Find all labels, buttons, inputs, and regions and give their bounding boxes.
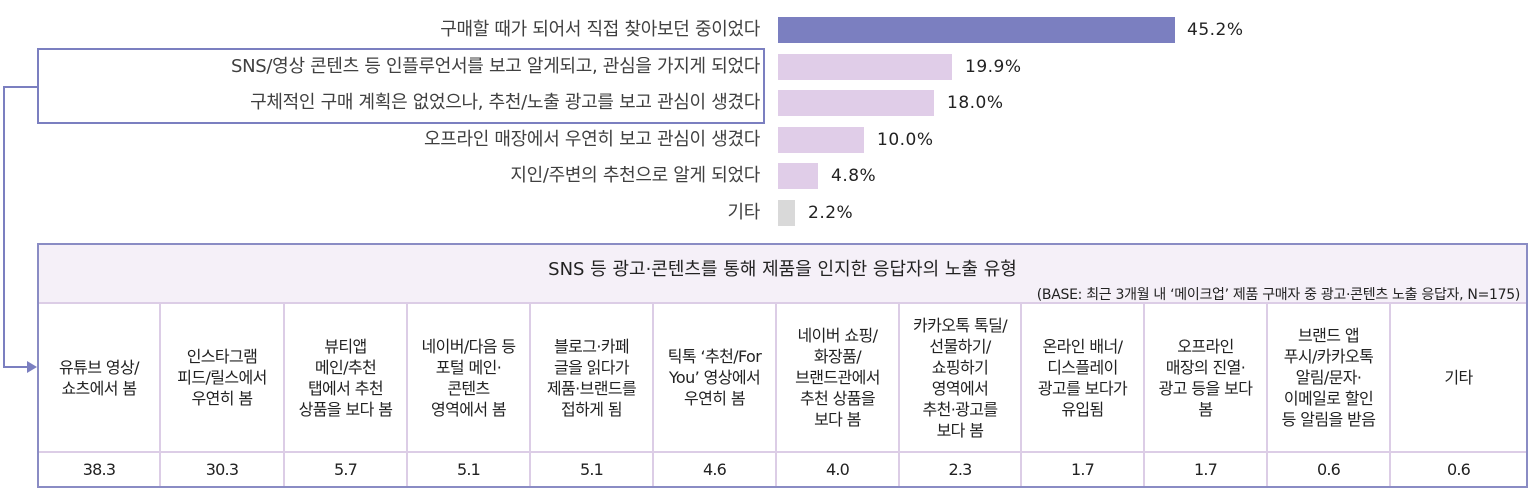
column-value: 0.6 — [1268, 451, 1389, 486]
bar-label: 구체적인 구매 계획은 없었으나, 추천/노출 광고를 보고 관심이 생겼다 — [250, 92, 760, 113]
column-value: 4.0 — [777, 451, 898, 486]
bar — [778, 54, 952, 80]
column-value: 1.7 — [1022, 451, 1143, 486]
table-column: 카카오톡 톡딜/ 선물하기/ 쇼핑하기 영역에서 추천·광고를 보다 봄 2.3 — [900, 304, 1022, 486]
bar — [778, 200, 795, 226]
column-value: 5.1 — [408, 451, 529, 486]
table-column: 틱톡 ‘추천/For You’ 영상에서 우연히 봄 4.6 — [654, 304, 777, 486]
column-label: 틱톡 ‘추천/For You’ 영상에서 우연히 봄 — [667, 347, 762, 408]
bar-row: 지인/주변의 추천으로 알게 되었다 4.8% — [0, 163, 1530, 189]
column-value: 5.1 — [531, 451, 652, 486]
bar-row: 오프라인 매장에서 우연히 보고 관심이 생겼다 10.0% — [0, 127, 1530, 153]
column-label: 네이버/다음 등 포털 메인· 콘텐츠 영역에서 봄 — [421, 336, 517, 419]
exposure-type-table: SNS 등 광고·콘텐츠를 통해 제품을 인지한 응답자의 노출 유형 (BAS… — [37, 243, 1528, 488]
bar-value: 19.9% — [965, 57, 1022, 77]
column-label: 온라인 배너/ 디스플레이 광고를 보다가 유입됨 — [1037, 336, 1128, 419]
bar-label: 기타 — [727, 202, 760, 223]
highlight-box — [37, 48, 765, 124]
bar-label: 지인/주변의 추천으로 알게 되었다 — [510, 165, 760, 186]
bar — [778, 163, 818, 189]
table-columns: 유튜브 영상/ 쇼츠에서 봄 38.3 인스타그램 피드/릴스에서 우연히 봄 … — [39, 304, 1526, 486]
table-column: 브랜드 앱 푸시/카카오톡 알림/문자· 이메일로 할인 등 알림을 받음 0.… — [1268, 304, 1391, 486]
bar — [778, 17, 1175, 43]
bar-value: 2.2% — [808, 203, 854, 223]
bar — [778, 127, 864, 153]
column-value: 38.3 — [39, 451, 159, 486]
table-column: 네이버/다음 등 포털 메인· 콘텐츠 영역에서 봄 5.1 — [408, 304, 531, 486]
bar-value: 4.8% — [831, 166, 877, 186]
column-value: 4.6 — [654, 451, 775, 486]
table-header: SNS 등 광고·콘텐츠를 통해 제품을 인지한 응답자의 노출 유형 (BAS… — [39, 245, 1526, 304]
table-column: 유튜브 영상/ 쇼츠에서 봄 38.3 — [39, 304, 161, 486]
column-value: 30.3 — [161, 451, 283, 486]
table-subtitle: (BASE: 최근 3개월 내 ‘메이크업’ 제품 구매자 중 광고·콘텐츠 노… — [1036, 287, 1521, 303]
arrow-right-icon — [27, 361, 37, 373]
column-label: 기타 — [1444, 368, 1473, 387]
column-value: 5.7 — [285, 451, 406, 486]
connector-line — [3, 366, 29, 368]
connector-line — [3, 86, 5, 368]
bar-label: 구매할 때가 되어서 직접 찾아보던 중이었다 — [440, 19, 760, 40]
table-column: 블로그·카페 글을 읽다가 제품·브랜드를 접하게 됨 5.1 — [531, 304, 654, 486]
bar-label: 오프라인 매장에서 우연히 보고 관심이 생겼다 — [423, 129, 760, 150]
bar-label: SNS/영상 콘텐츠 등 인플루언서를 보고 알게되고, 관심을 가지게 되었다 — [231, 56, 760, 77]
column-label: 브랜드 앱 푸시/카카오톡 알림/문자· 이메일로 할인 등 알림을 받음 — [1281, 326, 1376, 429]
column-value: 0.6 — [1391, 451, 1526, 486]
column-label: 블로그·카페 글을 읽다가 제품·브랜드를 접하게 됨 — [546, 336, 637, 419]
bar-row: 구매할 때가 되어서 직접 찾아보던 중이었다 45.2% — [0, 17, 1530, 43]
bar-value: 10.0% — [877, 130, 934, 150]
column-label: 카카오톡 톡딜/ 선물하기/ 쇼핑하기 영역에서 추천·광고를 보다 봄 — [913, 315, 1008, 440]
bar — [778, 90, 934, 116]
bar-row: 구체적인 구매 계획은 없었으나, 추천/노출 광고를 보고 관심이 생겼다 1… — [0, 90, 1530, 116]
table-column: 뷰티앱 메인/추천 탭에서 추천 상품을 보다 봄 5.7 — [285, 304, 408, 486]
table-column: 기타 0.6 — [1391, 304, 1526, 486]
column-label: 인스타그램 피드/릴스에서 우연히 봄 — [177, 347, 267, 408]
column-label: 유튜브 영상/ 쇼츠에서 봄 — [59, 357, 139, 398]
connector-line — [3, 86, 38, 88]
bar-value: 45.2% — [1187, 20, 1244, 40]
table-title: SNS 등 광고·콘텐츠를 통해 제품을 인지한 응답자의 노출 유형 — [548, 259, 1017, 280]
table-column: 오프라인 매장의 진열· 광고 등을 보다 봄 1.7 — [1145, 304, 1268, 486]
column-value: 1.7 — [1145, 451, 1266, 486]
column-value: 2.3 — [900, 451, 1020, 486]
bar-row: SNS/영상 콘텐츠 등 인플루언서를 보고 알게되고, 관심을 가지게 되었다… — [0, 54, 1530, 80]
column-label: 오프라인 매장의 진열· 광고 등을 보다 봄 — [1158, 336, 1253, 419]
table-column: 온라인 배너/ 디스플레이 광고를 보다가 유입됨 1.7 — [1022, 304, 1145, 486]
bar-value: 18.0% — [947, 93, 1004, 113]
table-column: 네이버 쇼핑/ 화장품/ 브랜드관에서 추천 상품을 보다 봄 4.0 — [777, 304, 900, 486]
column-label: 뷰티앱 메인/추천 탭에서 추천 상품을 보다 봄 — [298, 336, 393, 419]
column-label: 네이버 쇼핑/ 화장품/ 브랜드관에서 추천 상품을 보다 봄 — [795, 326, 880, 429]
bar-row: 기타 2.2% — [0, 200, 1530, 226]
table-column: 인스타그램 피드/릴스에서 우연히 봄 30.3 — [161, 304, 285, 486]
